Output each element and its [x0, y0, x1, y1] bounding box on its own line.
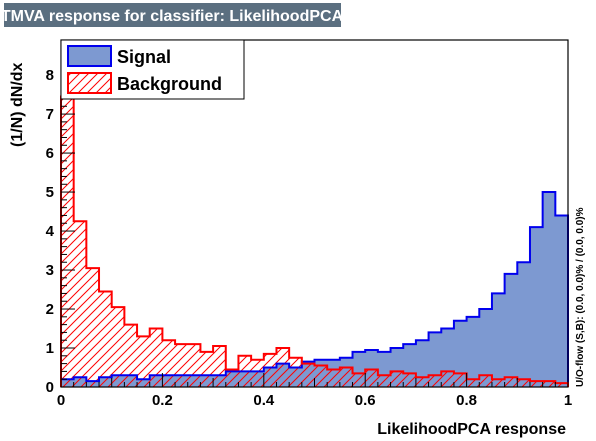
background-bin — [238, 356, 251, 387]
background-bin — [467, 379, 480, 387]
signal-bin — [517, 262, 530, 387]
background-bin — [200, 352, 213, 387]
tick-labels: 0 0.2 0.4 0.6 0.8 1 0 1 2 3 4 5 6 7 8 — [46, 67, 573, 409]
background-bin — [403, 373, 416, 387]
background-bin — [251, 360, 264, 387]
y-tick-label: 1 — [46, 340, 54, 357]
background-bin — [340, 368, 353, 387]
x-tick-label: 0 — [57, 392, 65, 409]
y-tick-label: 3 — [46, 262, 54, 279]
chart-title: TMVA response for classifier: Likelihood… — [1, 8, 344, 25]
y-tick-label: 6 — [46, 145, 54, 162]
y-tick-label: 2 — [46, 301, 54, 318]
background-outline — [60, 95, 569, 387]
background-bin — [226, 369, 239, 387]
y-tick-label: 8 — [46, 67, 54, 84]
background-bin — [124, 325, 137, 387]
background-series — [60, 95, 569, 387]
overflow-annotation: U/O-flow (S,B): (0.0, 0.0)% / (0.0, 0.0)… — [575, 207, 586, 387]
title-banner — [4, 3, 341, 27]
background-bin — [61, 97, 74, 387]
background-bin — [188, 344, 201, 387]
background-bin — [86, 268, 99, 387]
background-bin — [479, 375, 492, 387]
background-bin — [530, 381, 543, 387]
signal-bin — [543, 192, 556, 387]
x-tick-label: 0.6 — [355, 392, 376, 409]
background-bin — [391, 371, 404, 387]
signal-fill — [61, 192, 568, 387]
background-bin — [505, 377, 518, 387]
background-bin — [213, 346, 226, 387]
signal-bin — [505, 274, 518, 387]
background-bin — [162, 340, 175, 387]
background-bin — [74, 221, 87, 387]
background-bin — [137, 336, 150, 387]
background-bin — [289, 358, 302, 387]
background-bin — [492, 379, 505, 387]
signal-series — [60, 191, 569, 387]
y-tick-label: 5 — [46, 184, 54, 201]
background-bin — [429, 375, 442, 387]
x-tick-label: 0.2 — [152, 392, 173, 409]
background-bin — [315, 366, 328, 387]
background-bin — [302, 364, 315, 387]
signal-bin — [555, 215, 568, 387]
background-bin — [112, 307, 125, 387]
x-tick-label: 1 — [564, 392, 572, 409]
x-tick-label: 0.4 — [253, 392, 275, 409]
background-bin — [264, 354, 277, 387]
background-bin — [99, 291, 112, 387]
axis-ticks — [60, 43, 569, 388]
background-bin — [353, 373, 366, 387]
background-bin — [378, 375, 391, 387]
x-axis-title: LikelihoodPCA response — [377, 421, 566, 438]
background-bin — [454, 373, 467, 387]
background-fill — [61, 96, 568, 388]
legend: Signal Background — [60, 39, 245, 100]
legend-label-signal: Signal — [117, 47, 171, 67]
signal-bin — [530, 227, 543, 387]
legend-label-background: Background — [117, 74, 222, 94]
legend-swatch-signal — [67, 45, 112, 67]
background-bin — [175, 344, 188, 387]
y-tick-label: 0 — [46, 379, 54, 396]
y-tick-label: 4 — [46, 223, 55, 240]
background-bin — [327, 369, 340, 387]
signal-bin — [467, 317, 480, 387]
y-tick-label: 7 — [46, 106, 54, 123]
histogram-layer — [60, 95, 569, 388]
signal-outline — [60, 191, 569, 387]
background-bin — [543, 381, 556, 387]
x-tick-label: 0.8 — [456, 392, 477, 409]
background-bin — [416, 377, 429, 387]
legend-swatch-background — [67, 72, 112, 94]
y-axis-title: (1/N) dN/dx — [9, 62, 26, 147]
background-bin — [276, 348, 289, 387]
background-bin — [517, 379, 530, 387]
signal-bin — [492, 293, 505, 387]
background-bin — [365, 369, 378, 387]
background-bin — [150, 329, 163, 387]
background-bin — [441, 371, 454, 387]
